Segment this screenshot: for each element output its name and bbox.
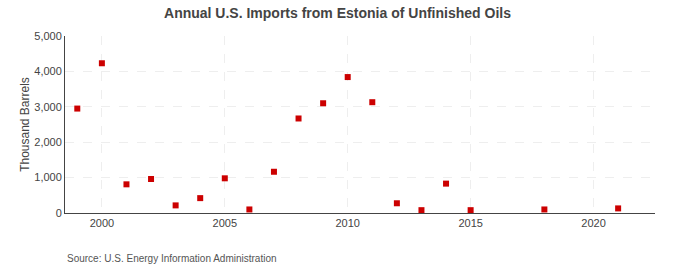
- svg-text:Annual U.S. Imports from Eston: Annual U.S. Imports from Estonia of Unfi…: [164, 5, 511, 21]
- svg-text:5,000: 5,000: [34, 30, 62, 42]
- svg-text:0: 0: [56, 207, 62, 219]
- svg-text:4,000: 4,000: [34, 65, 62, 77]
- svg-text:Thousand Barrels: Thousand Barrels: [18, 77, 32, 172]
- svg-text:3,000: 3,000: [34, 101, 62, 113]
- svg-text:1,000: 1,000: [34, 171, 62, 183]
- svg-text:2005: 2005: [213, 217, 237, 229]
- svg-text:2000: 2000: [90, 217, 114, 229]
- svg-text:2015: 2015: [458, 217, 482, 229]
- svg-text:2020: 2020: [581, 217, 605, 229]
- svg-text:2,000: 2,000: [34, 136, 62, 148]
- svg-text:2010: 2010: [335, 217, 359, 229]
- svg-text:Source: U.S. Energy Informatio: Source: U.S. Energy Information Administ…: [67, 253, 277, 264]
